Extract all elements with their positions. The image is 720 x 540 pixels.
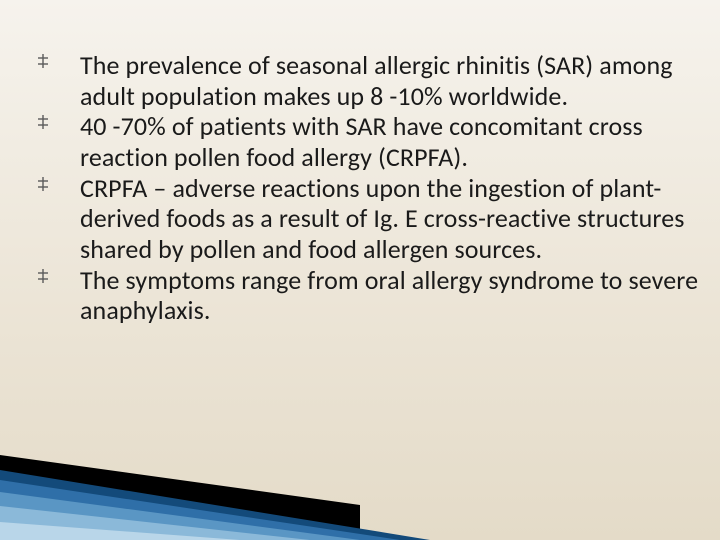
bullet-text: 40 -70% of patients with SAR have concom… <box>80 111 700 172</box>
bullet-icon <box>30 111 80 129</box>
slide: The prevalence of seasonal allergic rhin… <box>0 0 720 540</box>
list-item: The prevalence of seasonal allergic rhin… <box>30 50 700 111</box>
bullet-icon <box>30 265 80 283</box>
bullet-icon <box>30 173 80 191</box>
bullet-list: The prevalence of seasonal allergic rhin… <box>30 50 700 326</box>
list-item: CRPFA – adverse reactions upon the inges… <box>30 173 700 265</box>
list-item: 40 -70% of patients with SAR have concom… <box>30 111 700 172</box>
bullet-icon <box>30 50 80 68</box>
corner-accent <box>0 410 720 540</box>
bullet-text: The symptoms range from oral allergy syn… <box>80 265 700 326</box>
list-item: The symptoms range from oral allergy syn… <box>30 265 700 326</box>
bullet-text: The prevalence of seasonal allergic rhin… <box>80 50 700 111</box>
bullet-text: CRPFA – adverse reactions upon the inges… <box>80 173 700 265</box>
